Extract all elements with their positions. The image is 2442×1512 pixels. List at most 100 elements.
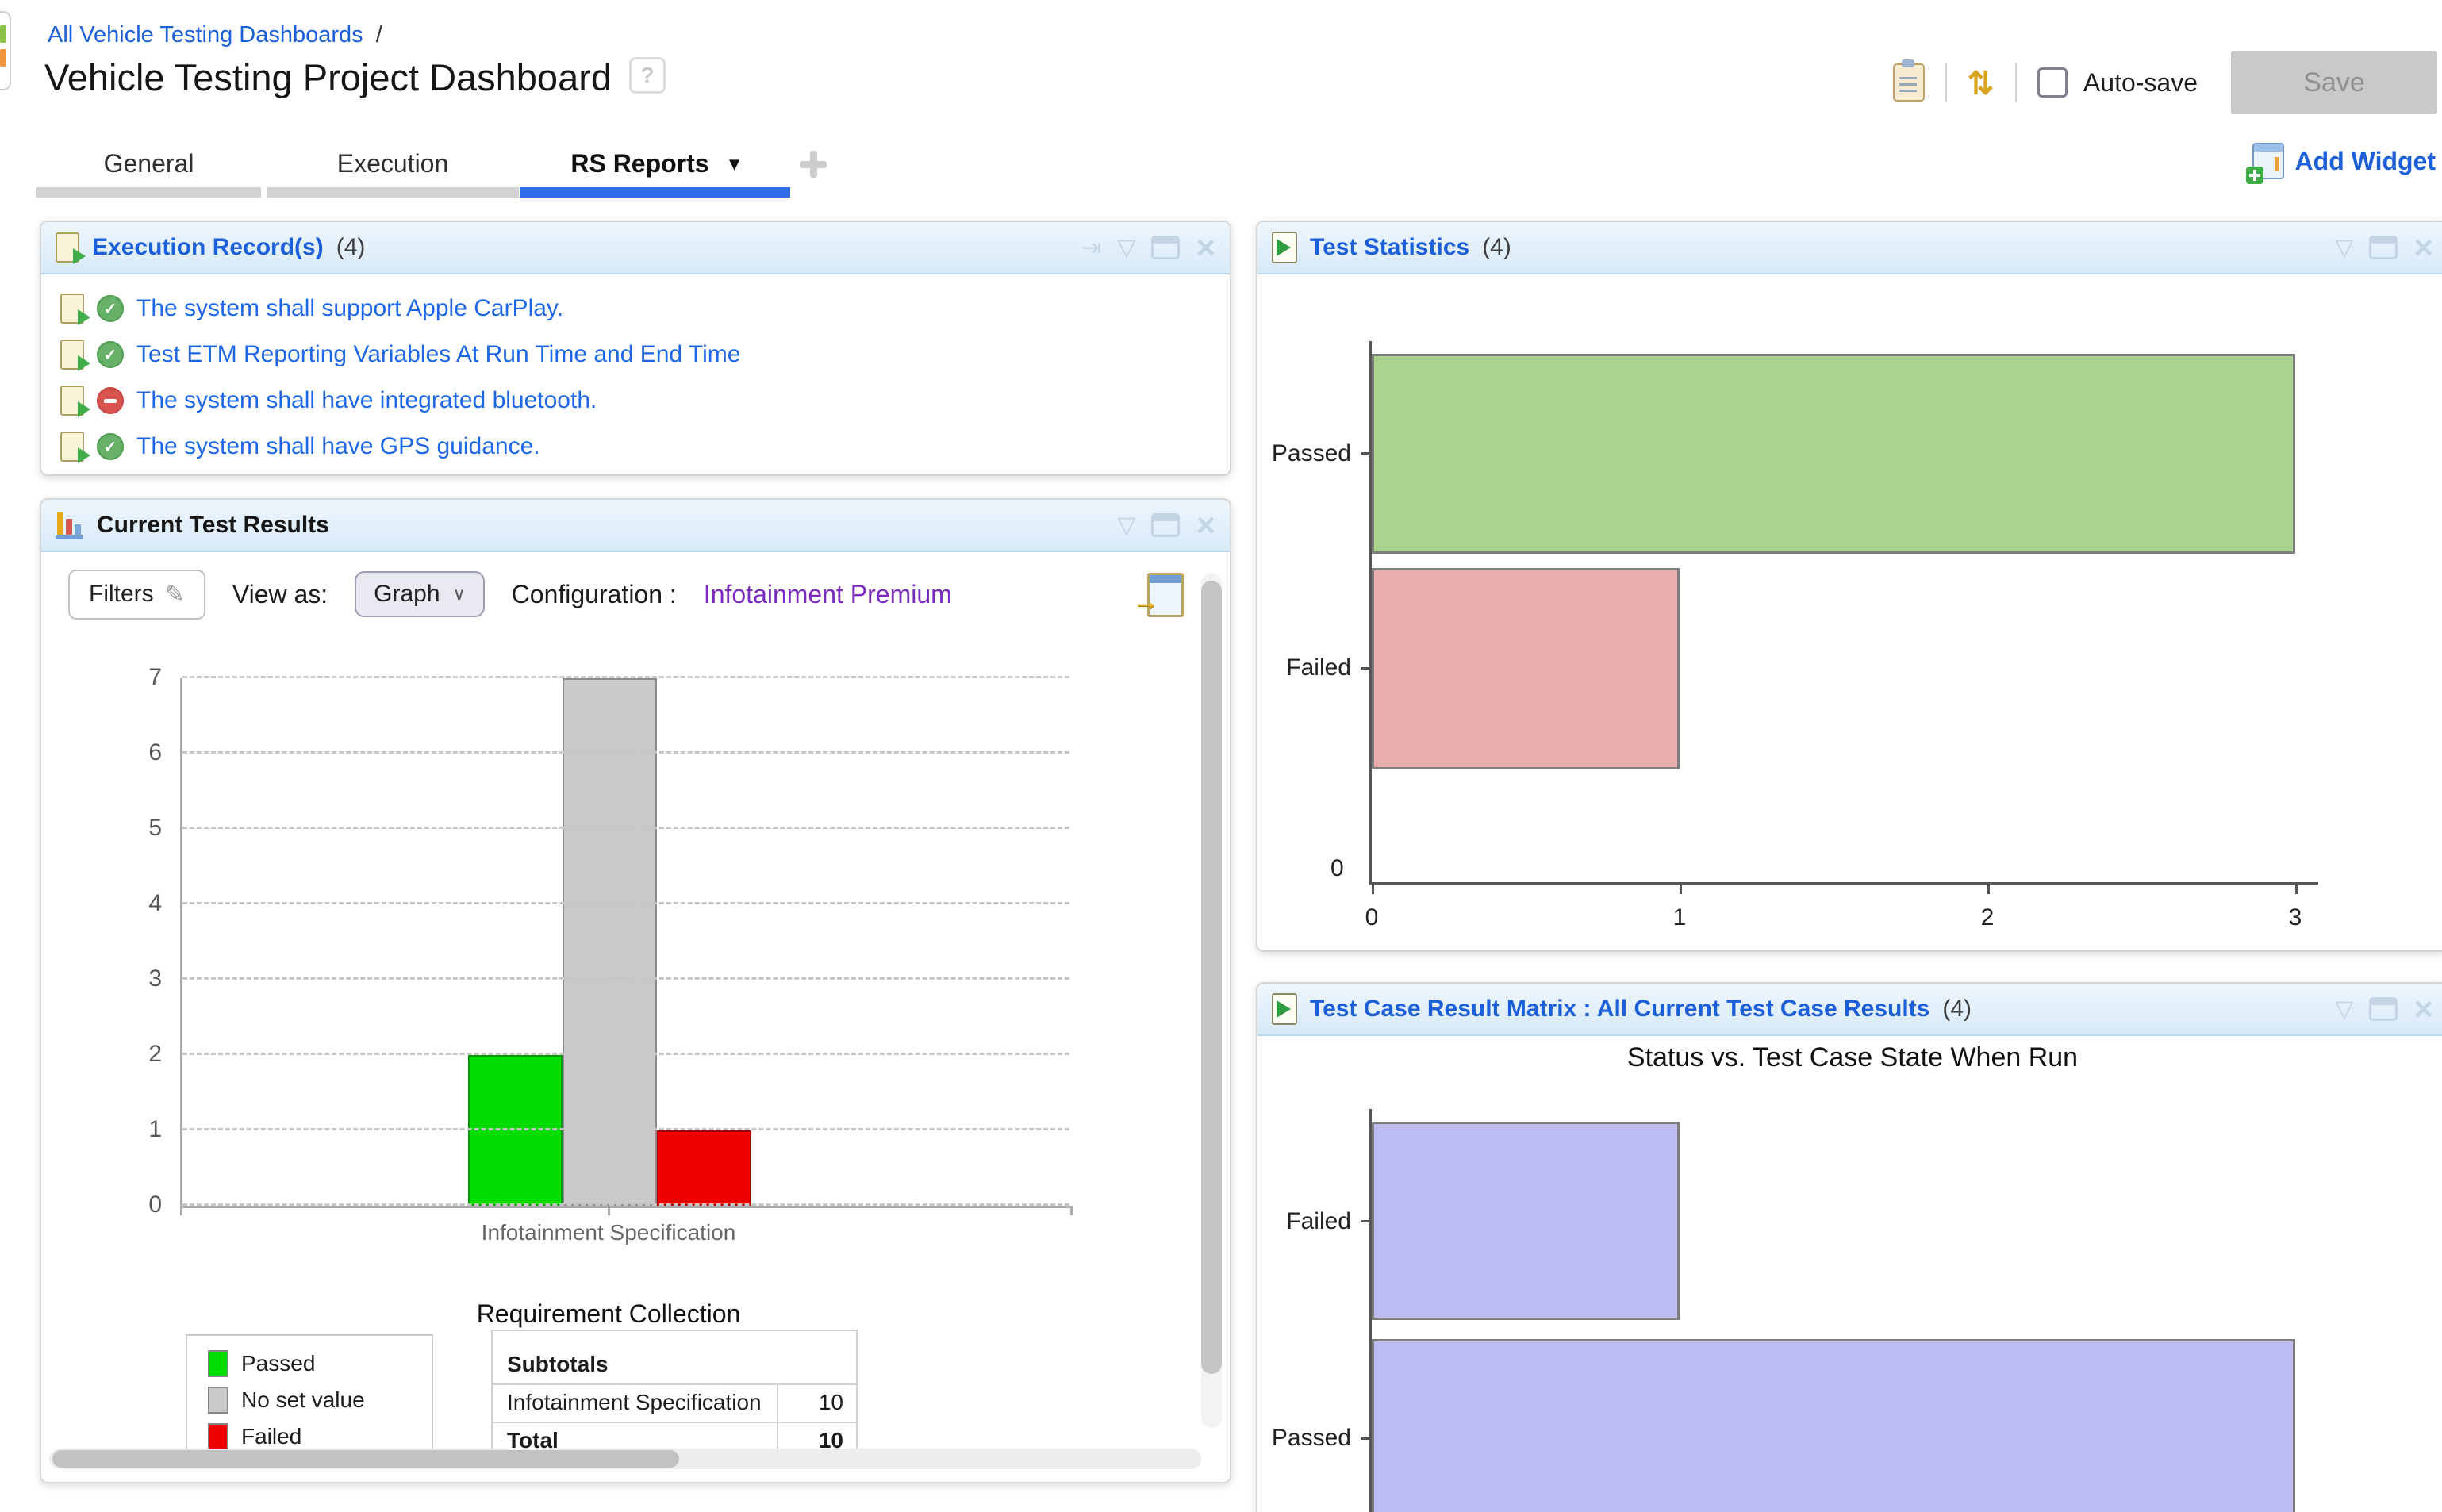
bar-passed — [1372, 354, 2295, 554]
add-tab-icon[interactable] — [800, 151, 827, 178]
minimize-icon[interactable] — [2369, 997, 2398, 1021]
breadcrumb-link[interactable]: All Vehicle Testing Dashboards — [48, 22, 363, 48]
chevron-down-icon[interactable]: ▾ — [729, 152, 739, 175]
y-axis-tick — [1361, 1437, 1372, 1440]
tab-execution[interactable]: Execution — [336, 148, 449, 178]
x-axis — [1369, 882, 2318, 885]
execution-record-link[interactable]: Test ETM Reporting Variables At Run Time… — [136, 341, 741, 367]
legend-item: Failed — [208, 1423, 432, 1450]
legend-swatch-passed — [208, 1350, 228, 1377]
close-icon[interactable]: × — [2413, 990, 2433, 1027]
y-tick-label: 2 — [148, 1041, 162, 1067]
minimize-icon[interactable] — [2369, 236, 2398, 259]
y-tick-label: 4 — [148, 890, 162, 916]
legend-label: No set value — [241, 1387, 365, 1412]
export-icon[interactable]: → — [1132, 573, 1184, 617]
x-tick-label: 2 — [1980, 904, 1995, 931]
test-report-icon — [1272, 993, 1297, 1025]
widget-title[interactable]: Execution Record(s) — [92, 234, 324, 260]
widget-current-test-results: Current Test Results ▽ × Filters ✎ View … — [40, 498, 1231, 1483]
widget-header: Test Statistics (4) ▽ × — [1257, 222, 2442, 274]
menu-icon[interactable]: ▽ — [1117, 234, 1136, 261]
x-tick-label: 0 — [1365, 904, 1379, 931]
subtotal-value: 10 — [777, 1383, 858, 1423]
gridline — [182, 1128, 1069, 1130]
tab-general[interactable]: General — [103, 148, 194, 178]
x-axis-tick — [2295, 885, 2298, 894]
sidebar-handle-green-dot — [0, 25, 6, 43]
add-widget-label: Add Widget — [2294, 146, 2436, 175]
gridline — [182, 902, 1069, 904]
execution-record-row: ✓ The system shall have GPS guidance. — [41, 424, 1230, 470]
sidebar-handle-orange-dot — [0, 49, 6, 67]
x-axis — [180, 1206, 1070, 1208]
menu-icon[interactable]: ▽ — [1117, 512, 1136, 539]
sidebar-handle[interactable] — [0, 11, 11, 90]
page-title: Vehicle Testing Project Dashboard — [44, 56, 612, 98]
save-button[interactable]: Save — [2231, 51, 2437, 114]
refresh-icon[interactable]: ⇄ — [1964, 69, 1999, 96]
add-widget-button[interactable]: Add Widget — [2245, 143, 2436, 184]
close-icon[interactable]: × — [1196, 506, 1215, 543]
widget-result-matrix: Test Case Result Matrix : All Current Te… — [1256, 982, 2442, 1512]
x-axis-tick — [608, 1206, 610, 1215]
x-tick-label: 1 — [1672, 904, 1687, 931]
subtotals-header: Subtotals — [491, 1330, 858, 1385]
bar-no-set-value — [563, 678, 657, 1206]
tab-underline-general — [36, 187, 261, 198]
configuration-value-link[interactable]: Infotainment Premium — [703, 579, 952, 608]
gridline — [182, 751, 1069, 754]
menu-icon[interactable]: ▽ — [2335, 234, 2354, 261]
tab-rs-reports[interactable]: RS Reports ▾ — [520, 146, 790, 181]
filters-button[interactable]: Filters ✎ — [68, 569, 205, 620]
test-statistics-chart: Passed Failed 0 0 1 2 3 — [1272, 341, 2318, 931]
help-icon[interactable]: ? — [629, 57, 666, 94]
widget-title[interactable]: Test Case Result Matrix : All Current Te… — [1310, 996, 1930, 1022]
breadcrumb-separator: / — [375, 22, 382, 48]
passed-status-icon: ✓ — [97, 295, 124, 322]
execution-record-row: ✓ Test ETM Reporting Variables At Run Ti… — [41, 332, 1230, 378]
vertical-scrollbar-thumb[interactable] — [1201, 581, 1222, 1374]
x-axis-tick — [1372, 885, 1374, 894]
y-category-label: Failed — [1286, 1208, 1351, 1234]
tab-rs-reports-label: RS Reports — [570, 148, 709, 178]
chevron-down-icon: ∨ — [452, 584, 466, 604]
widget-title[interactable]: Test Statistics — [1310, 234, 1470, 260]
execution-record-icon — [60, 386, 90, 417]
close-icon[interactable]: × — [1196, 228, 1215, 266]
minimize-icon[interactable] — [1151, 236, 1181, 259]
y-category-label: Passed — [1271, 440, 1351, 466]
y-tick-label: 3 — [148, 965, 162, 992]
pin-icon[interactable]: ⇥ — [1081, 234, 1102, 261]
bar-failed — [657, 1130, 751, 1206]
widget-test-statistics: Test Statistics (4) ▽ × Passed Failed 0 … — [1256, 221, 2442, 952]
autosave-checkbox[interactable] — [2037, 67, 2068, 98]
table-row: Infotainment Specification 10 — [491, 1383, 858, 1423]
execution-record-link[interactable]: The system shall have integrated bluetoo… — [136, 387, 597, 413]
horizontal-scrollbar-thumb[interactable] — [52, 1450, 679, 1468]
widget-header: Execution Record(s) (4) ⇥ ▽ × — [41, 222, 1230, 274]
y-tick-label: 5 — [148, 815, 162, 841]
pencil-icon: ✎ — [164, 581, 185, 608]
view-as-select[interactable]: Graph ∨ — [355, 571, 485, 617]
widget-count: (4) — [1482, 234, 1511, 260]
y-axis-tick — [1361, 667, 1372, 670]
execution-record-link[interactable]: The system shall have GPS guidance. — [136, 433, 540, 459]
subtotals-table: Subtotals Infotainment Specification 10 … — [491, 1330, 858, 1461]
execution-record-row: ✓ The system shall support Apple CarPlay… — [41, 286, 1230, 332]
execution-record-link[interactable]: The system shall support Apple CarPlay. — [136, 295, 564, 321]
x-axis-tick — [1680, 885, 1682, 894]
clipboard-icon[interactable] — [1893, 59, 1926, 102]
widget-title: Current Test Results — [97, 512, 329, 538]
legend-swatch-failed — [208, 1423, 228, 1450]
execution-record-icon — [60, 340, 90, 371]
chart-title: Status vs. Test Case State When Run — [1626, 1042, 2079, 1073]
y-tick-label: 7 — [148, 664, 162, 690]
x-axis-tick — [180, 1206, 182, 1215]
filters-label: Filters — [89, 581, 154, 607]
bar-failed — [1372, 1122, 1680, 1320]
minimize-icon[interactable] — [1151, 513, 1181, 537]
menu-icon[interactable]: ▽ — [2335, 996, 2354, 1023]
export-arrow-icon: → — [1132, 586, 1159, 616]
close-icon[interactable]: × — [2413, 228, 2433, 266]
